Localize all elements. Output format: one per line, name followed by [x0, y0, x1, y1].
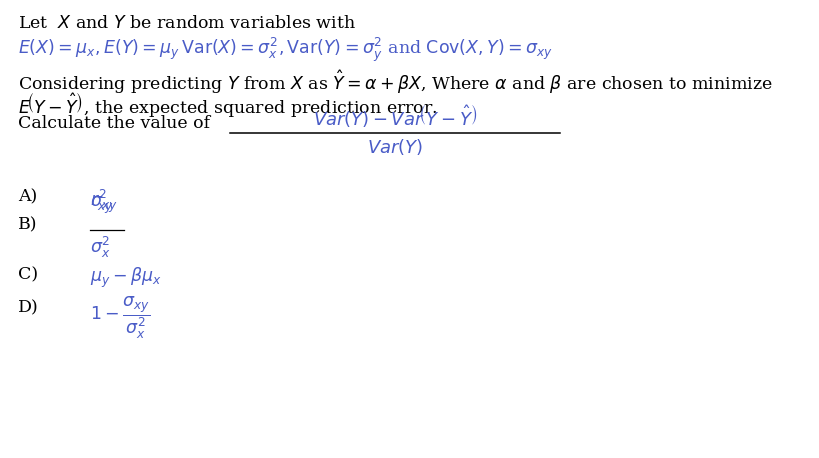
- Text: $\sigma_{xy}$: $\sigma_{xy}$: [90, 195, 117, 215]
- Text: Considering predicting $Y$ from $X$ as $\hat{Y}=\alpha+\beta X$, Where $\alpha$ : Considering predicting $Y$ from $X$ as $…: [18, 68, 771, 96]
- Text: $E(X)=\mu_x, E(Y)=\mu_y\,\mathrm{Var}(X)=\sigma_x^2,\mathrm{Var}(Y)=\sigma_y^2$ : $E(X)=\mu_x, E(Y)=\mu_y\,\mathrm{Var}(X)…: [18, 36, 552, 64]
- Text: Let  $X$ and $Y$ be random variables with: Let $X$ and $Y$ be random variables with: [18, 15, 355, 32]
- Text: $1-\dfrac{\sigma_{xy}}{\sigma_x^2}$: $1-\dfrac{\sigma_{xy}}{\sigma_x^2}$: [90, 295, 150, 341]
- Text: $E\!\left(Y-\hat{Y}\right)$, the expected squared prediction error.: $E\!\left(Y-\hat{Y}\right)$, the expecte…: [18, 90, 437, 119]
- Text: $\mathit{Var}(Y)-\mathit{Var}\!\left(Y-\hat{Y}\right)$: $\mathit{Var}(Y)-\mathit{Var}\!\left(Y-\…: [313, 102, 477, 129]
- Text: $r^2_{xy}$: $r^2_{xy}$: [90, 188, 114, 216]
- Text: $\mathit{Var}(Y)$: $\mathit{Var}(Y)$: [366, 137, 423, 157]
- Text: $\mu_y-\beta\mu_x$: $\mu_y-\beta\mu_x$: [90, 266, 161, 290]
- Text: $\sigma_x^2$: $\sigma_x^2$: [90, 235, 111, 260]
- Text: C): C): [18, 266, 38, 283]
- Text: D): D): [18, 300, 38, 316]
- Text: B): B): [18, 217, 38, 234]
- Text: A): A): [18, 188, 37, 205]
- Text: Calculate the value of: Calculate the value of: [18, 115, 210, 132]
